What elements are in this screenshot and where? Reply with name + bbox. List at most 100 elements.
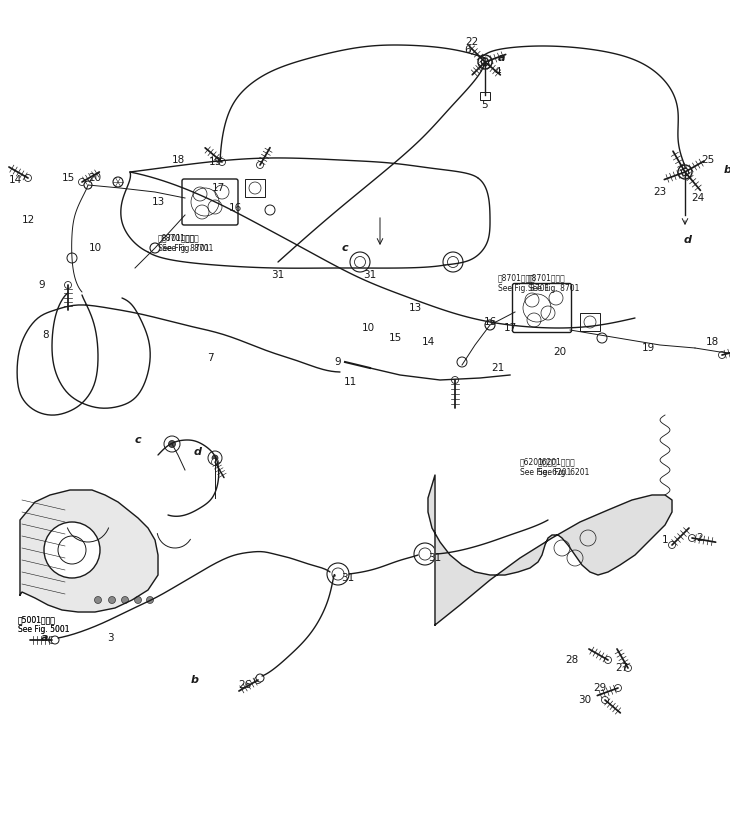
Circle shape: [682, 168, 688, 176]
Text: 18: 18: [705, 337, 718, 347]
Circle shape: [669, 541, 675, 548]
Text: d: d: [684, 235, 692, 245]
Text: 16: 16: [483, 317, 496, 327]
Text: 31: 31: [429, 553, 442, 563]
Circle shape: [457, 357, 467, 367]
Text: 13: 13: [408, 303, 422, 313]
Text: 20: 20: [553, 347, 566, 357]
Text: 3: 3: [107, 633, 113, 643]
Text: d: d: [194, 447, 202, 457]
Circle shape: [419, 548, 431, 560]
Circle shape: [51, 636, 59, 644]
Circle shape: [44, 522, 100, 578]
Text: 第8701図参照: 第8701図参照: [528, 273, 566, 282]
Circle shape: [169, 441, 175, 447]
Text: 18: 18: [172, 155, 185, 165]
Circle shape: [109, 596, 115, 603]
Text: 31: 31: [342, 573, 355, 583]
Text: 5: 5: [482, 100, 488, 110]
Text: 7: 7: [207, 353, 213, 363]
Text: 6: 6: [465, 45, 472, 55]
Circle shape: [121, 596, 128, 603]
Circle shape: [688, 535, 696, 541]
Circle shape: [94, 596, 101, 603]
Text: 31: 31: [272, 270, 285, 280]
Bar: [480, 92, 490, 100]
Text: 21: 21: [491, 363, 504, 373]
Text: See Fig. 8701: See Fig. 8701: [162, 243, 213, 252]
Text: 15: 15: [388, 333, 402, 343]
Text: 第5001図参照: 第5001図参照: [18, 616, 56, 625]
Text: 1: 1: [661, 535, 668, 545]
Circle shape: [164, 436, 180, 452]
Text: 30: 30: [578, 695, 591, 705]
Text: 第6201図参照: 第6201図参照: [520, 457, 558, 466]
Text: 22: 22: [466, 37, 479, 47]
Text: 19: 19: [642, 343, 655, 353]
Circle shape: [134, 596, 142, 603]
Text: 19: 19: [208, 157, 222, 167]
Text: 第8701図参照: 第8701図参照: [498, 273, 536, 282]
Circle shape: [485, 320, 495, 330]
Text: See Fig. 8701: See Fig. 8701: [498, 283, 550, 292]
Text: 8: 8: [42, 330, 50, 340]
Text: 26: 26: [239, 680, 252, 690]
Text: 第8701図参照: 第8701図参照: [162, 233, 200, 242]
Text: 17: 17: [212, 183, 225, 193]
Circle shape: [67, 253, 77, 263]
Text: 27: 27: [615, 663, 629, 673]
Text: c: c: [135, 435, 142, 445]
Text: a: a: [499, 53, 506, 63]
Circle shape: [678, 165, 692, 179]
Circle shape: [414, 543, 436, 565]
Circle shape: [350, 252, 370, 272]
Text: 16: 16: [228, 203, 242, 213]
Circle shape: [48, 636, 55, 644]
Polygon shape: [428, 475, 672, 625]
Circle shape: [255, 676, 261, 684]
Circle shape: [482, 58, 488, 66]
Circle shape: [624, 665, 631, 671]
Text: See Fig. 8701: See Fig. 8701: [528, 283, 580, 292]
Text: 15: 15: [61, 173, 74, 183]
Circle shape: [64, 282, 72, 288]
Text: 24: 24: [691, 193, 704, 203]
Circle shape: [355, 257, 366, 267]
Circle shape: [443, 252, 463, 272]
Text: c: c: [342, 243, 348, 253]
Text: See Fig. 6201: See Fig. 6201: [520, 467, 572, 476]
Text: 14: 14: [421, 337, 434, 347]
Text: See Fig. 5001: See Fig. 5001: [18, 626, 69, 635]
Polygon shape: [20, 490, 158, 612]
Circle shape: [447, 257, 458, 267]
Text: 9: 9: [39, 280, 45, 290]
Circle shape: [682, 168, 688, 176]
Circle shape: [604, 656, 612, 664]
Text: 11: 11: [343, 377, 357, 387]
Circle shape: [84, 181, 92, 189]
Text: 第8701図参照: 第8701図参照: [158, 233, 196, 242]
Text: 28: 28: [565, 655, 579, 665]
Text: 10: 10: [361, 323, 374, 333]
Text: 31: 31: [364, 270, 377, 280]
FancyBboxPatch shape: [182, 179, 238, 225]
Circle shape: [602, 696, 609, 704]
Circle shape: [682, 168, 688, 176]
Circle shape: [212, 455, 218, 461]
Text: 12: 12: [21, 215, 34, 225]
Text: b: b: [191, 675, 199, 685]
Circle shape: [482, 58, 488, 66]
Text: 29: 29: [593, 683, 607, 693]
Text: 20: 20: [88, 173, 101, 183]
Text: a: a: [42, 633, 49, 643]
Circle shape: [482, 58, 488, 66]
Bar: [580, 313, 600, 331]
Circle shape: [478, 55, 492, 69]
Circle shape: [150, 243, 160, 253]
Circle shape: [113, 177, 123, 187]
Text: 17: 17: [504, 323, 517, 333]
Text: 10: 10: [88, 243, 101, 253]
Text: See Fig. 6201: See Fig. 6201: [538, 467, 589, 476]
Circle shape: [79, 178, 85, 186]
Text: b: b: [724, 165, 730, 175]
